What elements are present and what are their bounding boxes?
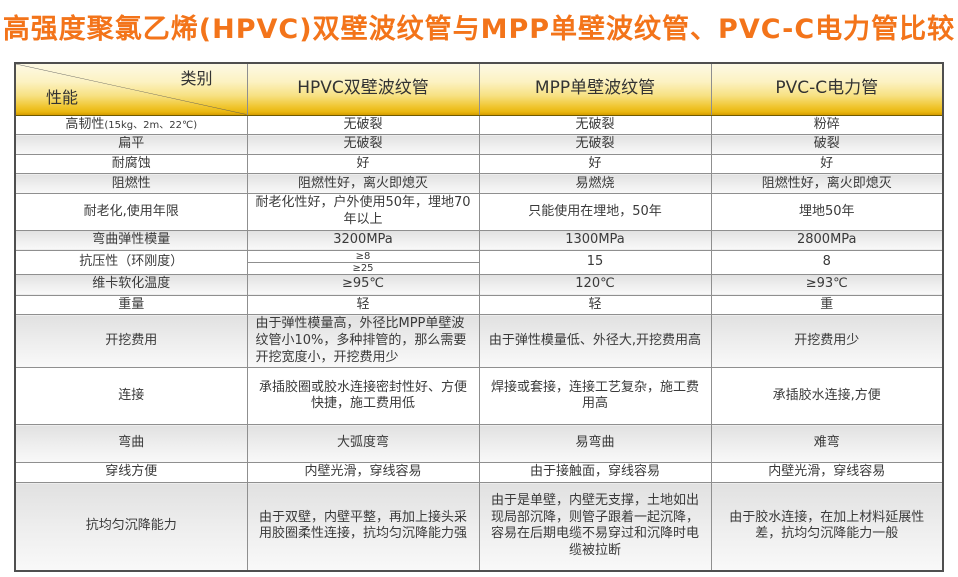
table-row: 开挖费用 由于弹性模量高，外径比MPP单壁波纹管小10%，多种排管的，那么需要开… — [14, 314, 944, 369]
cell-mpp: 无破裂 — [478, 134, 712, 155]
row-label: 开挖费用 — [14, 314, 248, 369]
comparison-table: 类别 性能 HPVC双壁波纹管 MPP单壁波纹管 PVC-C电力管 高韧性(15… — [14, 62, 944, 572]
cell-mpp: 好 — [478, 153, 712, 175]
cell-pvcc: 8 — [710, 249, 944, 275]
row-label: 维卡软化温度 — [14, 273, 248, 296]
row-label: 连接 — [14, 367, 248, 426]
cell-pvcc: 粉碎 — [710, 114, 944, 136]
cell-pvcc: 埋地50年 — [710, 193, 944, 231]
column-header-hpvc: HPVC双壁波纹管 — [246, 62, 480, 116]
cell-hpvc: 好 — [246, 153, 480, 175]
column-header-mpp: MPP单壁波纹管 — [478, 62, 712, 116]
table-row: 维卡软化温度 ≥95℃ 120℃ ≥93℃ — [14, 273, 944, 296]
ring-stiffness-lower: ≥25 — [352, 262, 374, 274]
row-label: 穿线方便 — [14, 462, 248, 484]
row-label: 耐腐蚀 — [14, 153, 248, 175]
cell-mpp: 易弯曲 — [478, 424, 712, 464]
cell-hpvc: 无破裂 — [246, 114, 480, 136]
cell-mpp: 1300MPa — [478, 229, 712, 251]
column-header-pvcc: PVC-C电力管 — [710, 62, 944, 116]
cell-pvcc: 难弯 — [710, 424, 944, 464]
cell-mpp: 由于接触面，穿线容易 — [478, 462, 712, 484]
corner-cell: 类别 性能 — [14, 62, 248, 116]
cell-pvcc: 破裂 — [710, 134, 944, 155]
row-label: 抗压性（环刚度） — [14, 249, 248, 275]
row-label: 高韧性(15kg、2m、22℃) — [14, 114, 248, 136]
table-row: 重量 轻 轻 重 — [14, 294, 944, 316]
cell-hpvc: 无破裂 — [246, 134, 480, 155]
cell-mpp: 由于弹性模量低、外径大,开挖费用高 — [478, 314, 712, 369]
corner-label-performance: 性能 — [46, 88, 79, 108]
table-header-row: 类别 性能 HPVC双壁波纹管 MPP单壁波纹管 PVC-C电力管 — [14, 62, 944, 116]
cell-hpvc: 由于弹性模量高，外径比MPP单壁波纹管小10%，多种排管的，那么需要开挖宽度小，… — [246, 314, 480, 369]
row-label-text: 高韧性 — [65, 116, 105, 132]
table-row: 扁平 无破裂 无破裂 破裂 — [14, 134, 944, 155]
row-label: 弯曲 — [14, 424, 248, 464]
cell-mpp: 易燃烧 — [478, 173, 712, 195]
table-row: 弯曲弹性模量 3200MPa 1300MPa 2800MPa — [14, 229, 944, 251]
cell-pvcc: 好 — [710, 153, 944, 175]
cell-mpp: 无破裂 — [478, 114, 712, 136]
cell-pvcc: 承插胶水连接,方便 — [710, 367, 944, 426]
cell-mpp: 由于是单壁，内壁无支撑，土地如出现局部沉降，则管子跟着一起沉降，容易在后期电缆不… — [478, 482, 712, 572]
cell-hpvc: 3200MPa — [246, 229, 480, 251]
cell-pvcc: 阻燃性好，离火即熄灭 — [710, 173, 944, 195]
row-label: 重量 — [14, 294, 248, 316]
table-row: 阻燃性 阻燃性好，离火即熄灭 易燃烧 阻燃性好，离火即熄灭 — [14, 173, 944, 195]
row-label: 扁平 — [14, 134, 248, 155]
table-row: 抗压性（环刚度） ≥8 ≥25 15 8 — [14, 249, 944, 275]
diagonal-line — [16, 64, 246, 114]
table-row: 耐腐蚀 好 好 好 — [14, 153, 944, 175]
table-row: 连接 承插胶圈或胶水连接密封性好、方便快捷，施工费用低 焊接或套接，连接工艺复杂… — [14, 367, 944, 426]
row-label: 弯曲弹性模量 — [14, 229, 248, 251]
cell-hpvc-ring-stiffness: ≥8 ≥25 — [246, 249, 480, 275]
cell-pvcc: 由于胶水连接，在加上材料延展性差，抗均匀沉降能力一般 — [710, 482, 944, 572]
table-row: 穿线方便 内壁光滑，穿线容易 由于接触面，穿线容易 内壁光滑，穿线容易 — [14, 462, 944, 484]
cell-mpp: 只能使用在埋地，50年 — [478, 193, 712, 231]
cell-mpp: 15 — [478, 249, 712, 275]
cell-hpvc: 阻燃性好，离火即熄灭 — [246, 173, 480, 195]
ring-stiffness-upper: ≥8 — [248, 251, 478, 263]
row-label-note: (15kg、2m、22℃) — [104, 119, 198, 131]
cell-hpvc: 由于双壁，内壁平整，再加上接头采用胶圈柔性连接，抗均匀沉降能力强 — [246, 482, 480, 572]
table-row: 高韧性(15kg、2m、22℃) 无破裂 无破裂 粉碎 — [14, 114, 944, 136]
cell-mpp: 轻 — [478, 294, 712, 316]
page-title: 高强度聚氯乙烯(HPVC)双壁波纹管与MPP单壁波纹管、PVC-C电力管比较 — [2, 14, 956, 45]
corner-label-category: 类别 — [180, 69, 213, 88]
cell-hpvc: 耐老化性好，户外使用50年，埋地70年以上 — [246, 193, 480, 231]
table-row: 抗均匀沉降能力 由于双壁，内壁平整，再加上接头采用胶圈柔性连接，抗均匀沉降能力强… — [14, 482, 944, 572]
row-label: 阻燃性 — [14, 173, 248, 195]
table-row: 耐老化,使用年限 耐老化性好，户外使用50年，埋地70年以上 只能使用在埋地，5… — [14, 193, 944, 231]
table-row: 弯曲 大弧度弯 易弯曲 难弯 — [14, 424, 944, 464]
cell-pvcc: 2800MPa — [710, 229, 944, 251]
cell-pvcc: 重 — [710, 294, 944, 316]
cell-hpvc: ≥95℃ — [246, 273, 480, 296]
cell-pvcc: 内壁光滑，穿线容易 — [710, 462, 944, 484]
row-label: 抗均匀沉降能力 — [14, 482, 248, 572]
cell-hpvc: 承插胶圈或胶水连接密封性好、方便快捷，施工费用低 — [246, 367, 480, 426]
row-label: 耐老化,使用年限 — [14, 193, 248, 231]
cell-pvcc: 开挖费用少 — [710, 314, 944, 369]
cell-hpvc: 轻 — [246, 294, 480, 316]
cell-mpp: 120℃ — [478, 273, 712, 296]
cell-hpvc: 大弧度弯 — [246, 424, 480, 464]
cell-mpp: 焊接或套接，连接工艺复杂，施工费用高 — [478, 367, 712, 426]
cell-pvcc: ≥93℃ — [710, 273, 944, 296]
cell-hpvc: 内壁光滑，穿线容易 — [246, 462, 480, 484]
